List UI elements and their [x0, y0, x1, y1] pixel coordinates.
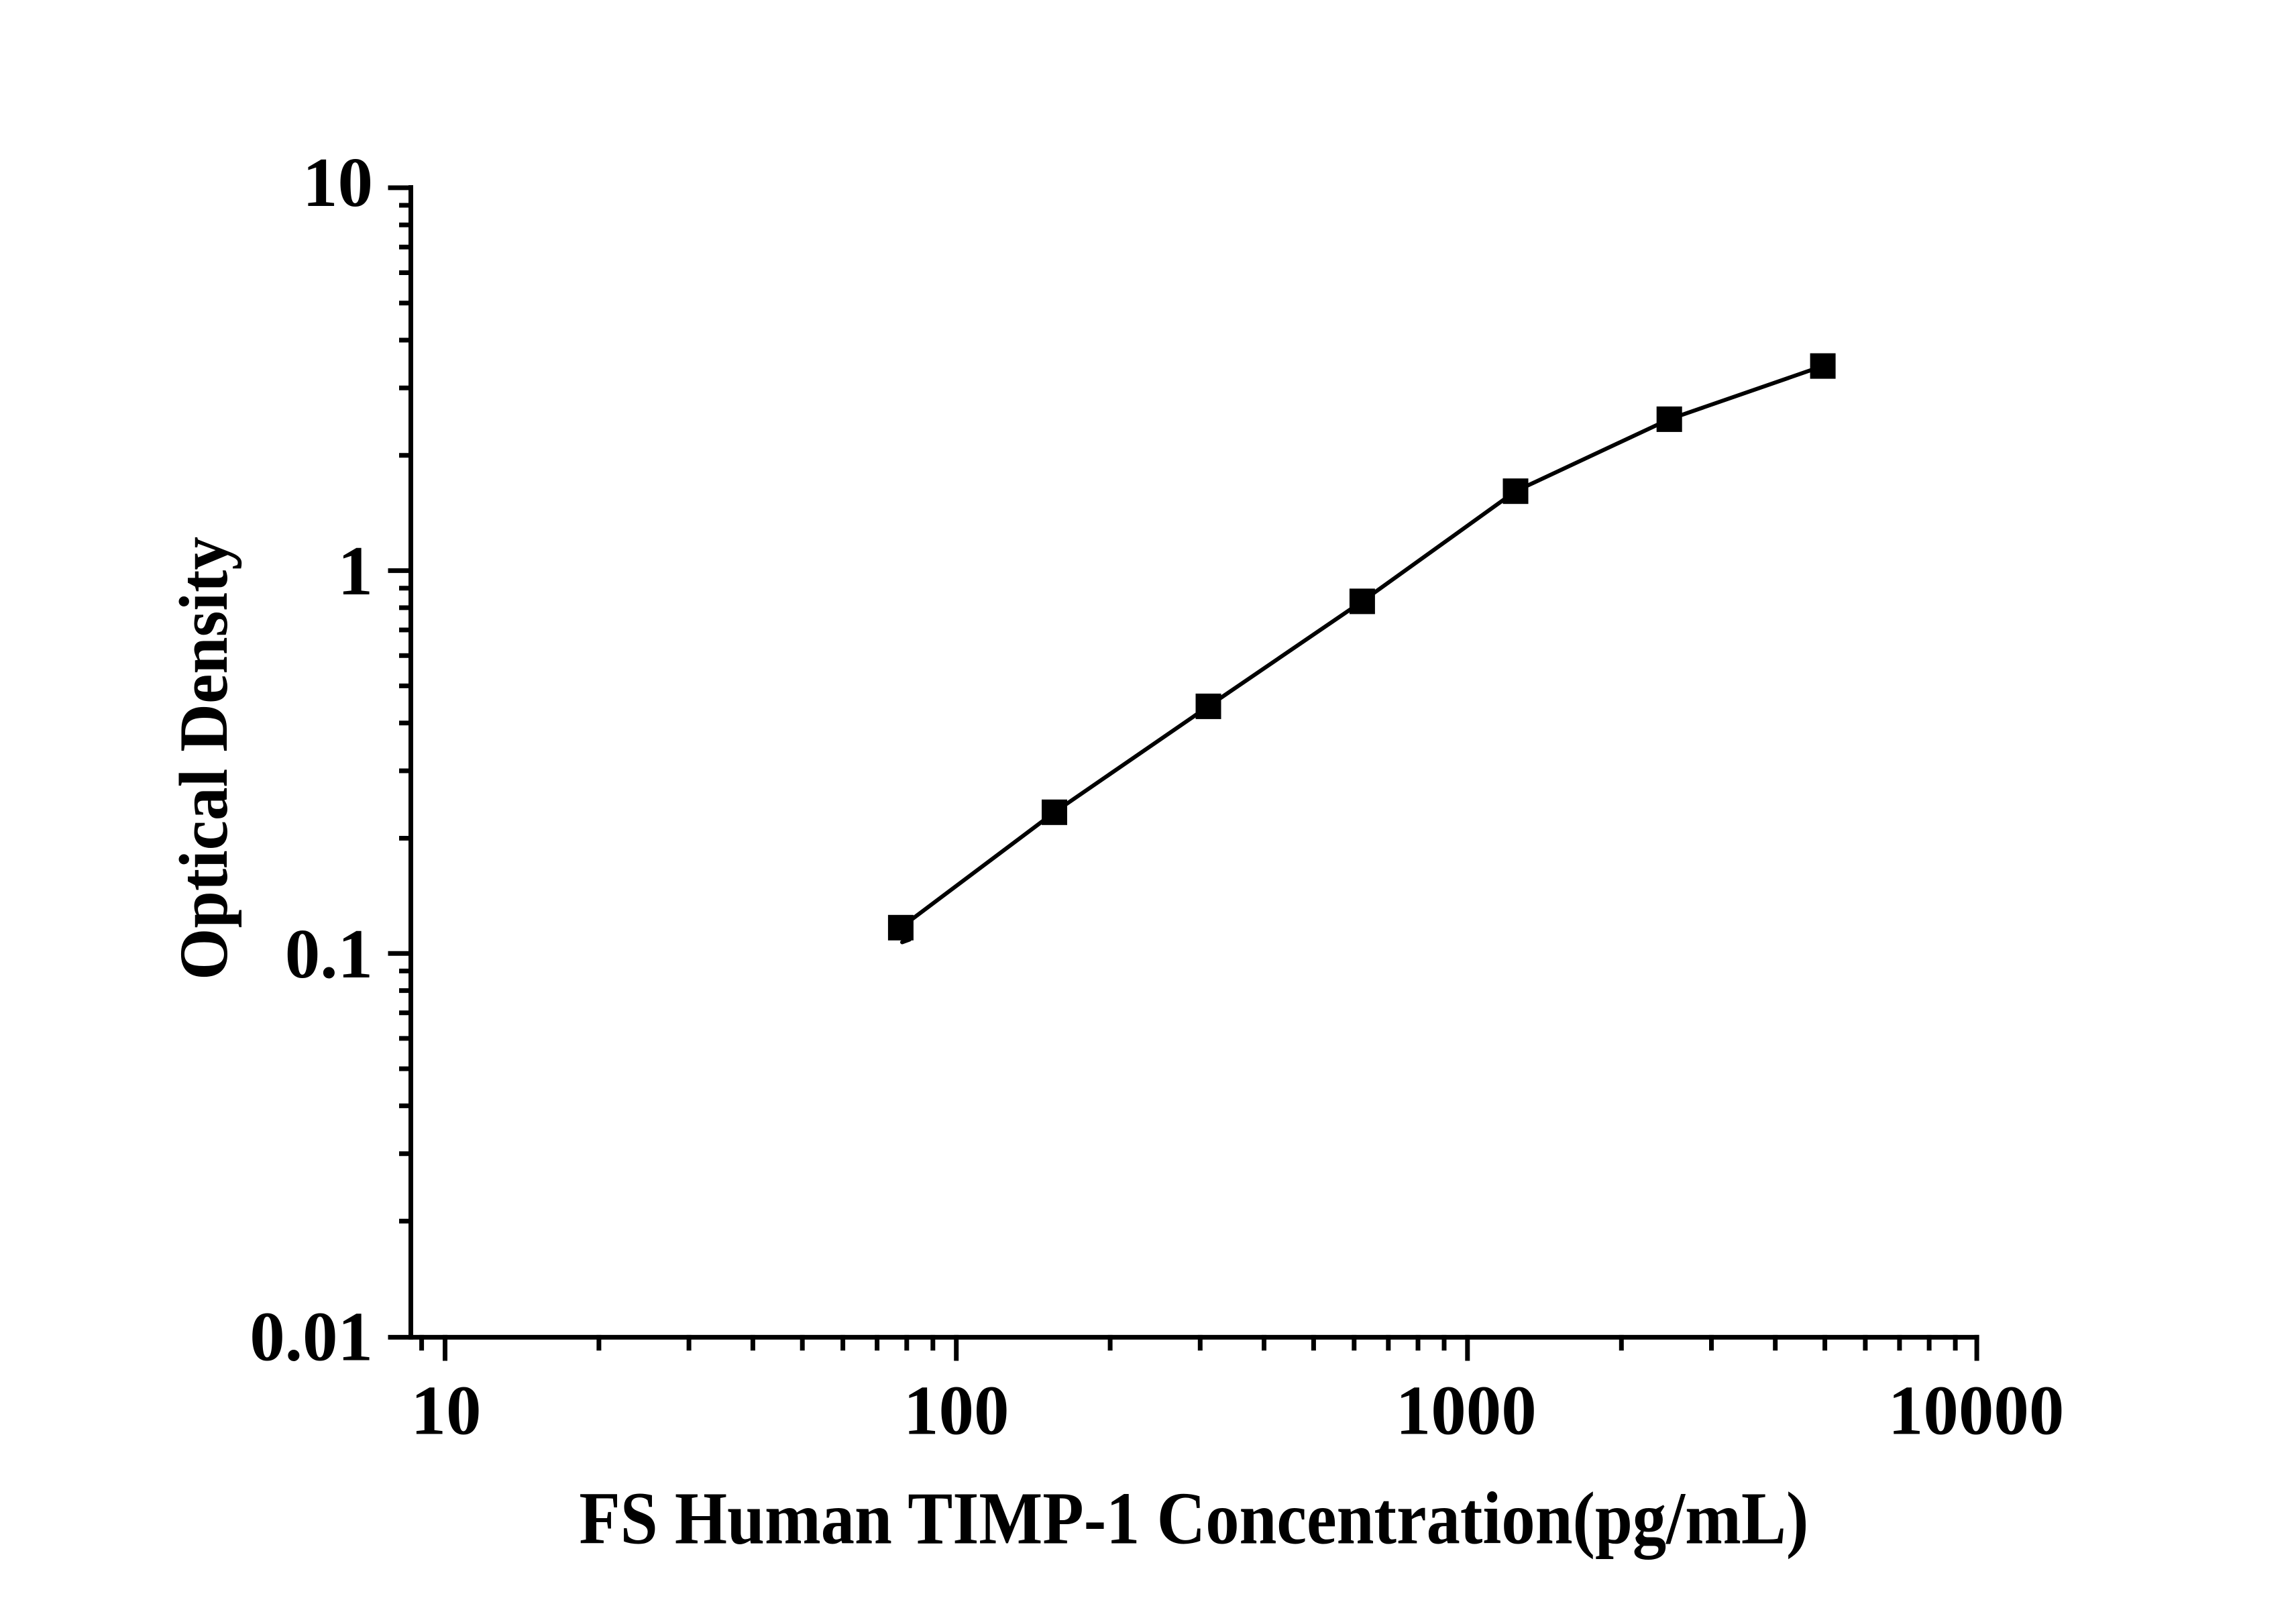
svg-text:10000: 10000	[1888, 1371, 2065, 1450]
svg-text:10: 10	[411, 1371, 482, 1450]
svg-text:0.1: 0.1	[285, 914, 373, 993]
svg-text:Optical Density: Optical Density	[166, 537, 242, 980]
svg-text:1000: 1000	[1396, 1371, 1537, 1450]
svg-text:100: 100	[904, 1371, 1009, 1450]
svg-text:FS Human TIMP-1 Concentration(: FS Human TIMP-1 Concentration(pg/mL)	[579, 1478, 1808, 1560]
svg-text:1: 1	[338, 531, 374, 610]
svg-text:0.01: 0.01	[250, 1297, 373, 1376]
svg-text:10: 10	[303, 143, 373, 221]
